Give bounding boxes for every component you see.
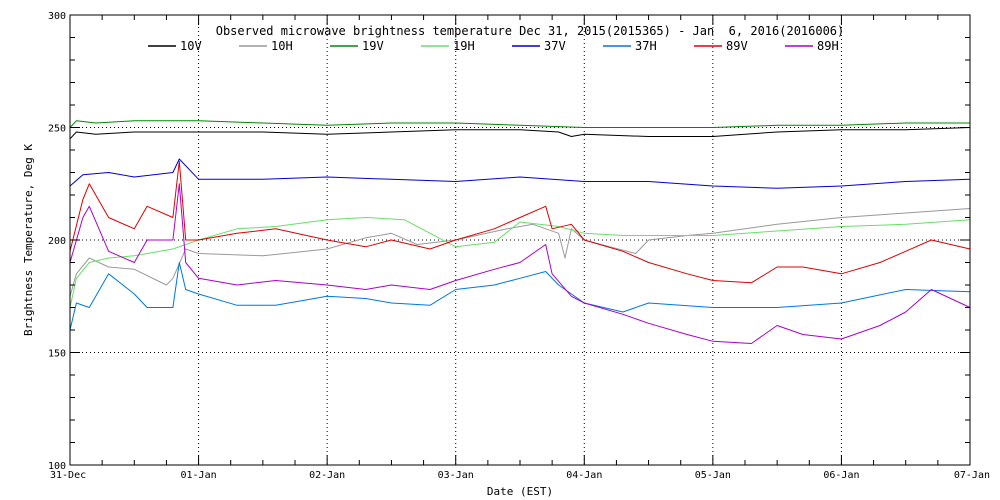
- x-tick-label: 01-Jan: [181, 470, 217, 481]
- legend-label-19v: 19V: [362, 39, 384, 53]
- x-tick-label: 07-Jan: [954, 470, 990, 481]
- y-tick-label: 200: [48, 236, 66, 247]
- x-tick-label: 31-Dec: [50, 470, 86, 481]
- series-line-89h: [69, 183, 971, 344]
- series-line-10v: [69, 127, 971, 140]
- x-tick-label: 04-Jan: [566, 470, 602, 481]
- y-tick-label: 150: [48, 349, 66, 360]
- legend-label-89v: 89V: [726, 39, 748, 53]
- legend-label-10h: 10H: [271, 39, 293, 53]
- legend-label-37h: 37H: [635, 39, 657, 53]
- x-tick-label: 02-Jan: [309, 470, 345, 481]
- x-tick-label: 05-Jan: [695, 470, 731, 481]
- y-tick-label: 300: [48, 11, 66, 22]
- legend: 10V 10H 19V 19H 37V 37H 89V 89H: [148, 39, 839, 53]
- y-tick-label: 100: [48, 461, 66, 472]
- series-line-19h: [69, 217, 971, 308]
- series-line-89v: [69, 160, 971, 284]
- legend-label-89h: 89H: [817, 39, 839, 53]
- series-line-37h: [69, 262, 971, 331]
- series-lines: [69, 120, 971, 344]
- series-line-37v: [69, 158, 971, 189]
- x-tick-label: 03-Jan: [438, 470, 474, 481]
- legend-label-10v: 10V: [180, 39, 202, 53]
- x-tick-label: 06-Jan: [823, 470, 859, 481]
- y-tick-label: 250: [48, 124, 66, 135]
- x-axis-title: Date (EST): [487, 485, 553, 498]
- y-axis-title: Brightness Temperature, Deg K: [22, 144, 35, 336]
- series-line-19v: [69, 120, 970, 128]
- chart-title: Observed microwave brightness temperatur…: [216, 24, 845, 38]
- legend-label-19h: 19H: [453, 39, 475, 53]
- legend-label-37v: 37V: [544, 39, 566, 53]
- axis-ticks: 100 150 200 250 300 31-Dec 01-Jan 02-Jan 03-Jan 0…: [48, 11, 990, 481]
